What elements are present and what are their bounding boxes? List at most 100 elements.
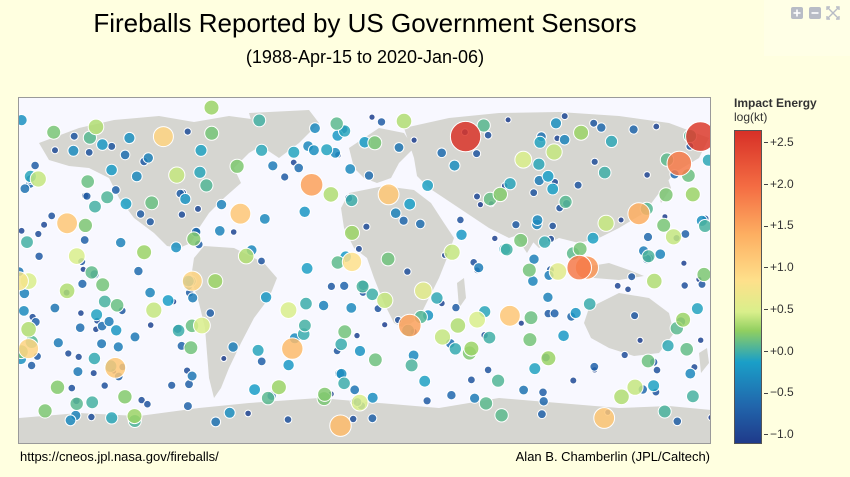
fireball-point[interactable]: [511, 220, 521, 230]
fireball-point[interactable]: [679, 342, 695, 357]
fireball-point[interactable]: [90, 308, 104, 322]
fireball-point[interactable]: [34, 251, 44, 262]
fireball-point[interactable]: [85, 395, 100, 410]
fireball-point[interactable]: [628, 124, 639, 135]
fireball-point[interactable]: [194, 143, 208, 157]
fireball-point[interactable]: [572, 241, 588, 257]
fireball-point[interactable]: [344, 224, 360, 241]
fireball-point[interactable]: [110, 324, 123, 337]
fireball-point[interactable]: [528, 362, 542, 376]
fireball-point[interactable]: [19, 114, 28, 127]
fireball-point[interactable]: [287, 145, 301, 159]
fireball-point[interactable]: [298, 318, 312, 333]
fireball-point[interactable]: [557, 329, 570, 343]
fireball-point[interactable]: [542, 291, 554, 304]
fireball-point[interactable]: [597, 214, 615, 232]
fireball-point[interactable]: [569, 376, 578, 385]
fireball-point[interactable]: [260, 390, 276, 406]
fireball-point[interactable]: [329, 116, 344, 131]
fireball-point[interactable]: [566, 254, 593, 281]
fireball-point[interactable]: [339, 280, 350, 291]
fireball-point[interactable]: [473, 262, 485, 274]
fireball-point[interactable]: [540, 350, 557, 367]
fireball-point[interactable]: [672, 416, 683, 427]
fireball-point[interactable]: [421, 179, 435, 192]
fireball-point[interactable]: [630, 311, 640, 321]
fireball-point[interactable]: [193, 316, 211, 335]
fireball-point[interactable]: [368, 113, 376, 121]
fireball-point[interactable]: [349, 384, 361, 396]
fireball-point[interactable]: [119, 197, 133, 211]
fireball-point[interactable]: [146, 321, 155, 329]
fireball-point[interactable]: [380, 251, 396, 267]
fireball-point[interactable]: [87, 412, 96, 422]
fireball-point[interactable]: [696, 266, 711, 283]
source-url[interactable]: https://cneos.jpl.nasa.gov/fireballs/: [20, 449, 219, 464]
fireball-point[interactable]: [119, 149, 131, 161]
fireball-point[interactable]: [433, 328, 452, 346]
fireball-point[interactable]: [145, 217, 155, 227]
fireball-point[interactable]: [133, 265, 144, 277]
fireball-point[interactable]: [337, 376, 351, 391]
fireball-point[interactable]: [123, 131, 136, 145]
fireball-point[interactable]: [237, 247, 255, 265]
fireball-point[interactable]: [365, 287, 380, 302]
fireball-point[interactable]: [443, 243, 461, 261]
fireball-point[interactable]: [604, 134, 619, 149]
fireball-point[interactable]: [187, 292, 199, 304]
fireball-point[interactable]: [494, 408, 509, 423]
fireball-point[interactable]: [590, 157, 599, 166]
fireball-point[interactable]: [300, 262, 314, 275]
fireball-point[interactable]: [617, 216, 625, 224]
fireball-point[interactable]: [67, 144, 80, 157]
fireball-point[interactable]: [49, 379, 66, 395]
fireball-point[interactable]: [529, 188, 539, 198]
fireball-point[interactable]: [215, 198, 228, 211]
fireball-point[interactable]: [281, 337, 304, 360]
fireball-point[interactable]: [329, 414, 352, 437]
fireball-point[interactable]: [299, 173, 324, 197]
fireball-point[interactable]: [115, 236, 127, 249]
fireball-point[interactable]: [210, 416, 222, 428]
fireball-point[interactable]: [531, 214, 544, 226]
fireball-point[interactable]: [404, 358, 419, 373]
fireball-point[interactable]: [204, 125, 220, 141]
fireball-point[interactable]: [79, 235, 90, 245]
fireball-point[interactable]: [456, 215, 465, 225]
fireball-point[interactable]: [69, 396, 84, 411]
fireball-point[interactable]: [89, 369, 98, 378]
fireball-point[interactable]: [541, 169, 555, 183]
fireball-point[interactable]: [350, 393, 369, 412]
fireball-point[interactable]: [558, 133, 571, 146]
fireball-point[interactable]: [74, 322, 86, 333]
fireball-point[interactable]: [469, 392, 481, 404]
fireball-point[interactable]: [49, 302, 61, 314]
fireball-point[interactable]: [47, 211, 57, 221]
fireball-point[interactable]: [366, 391, 379, 404]
fireball-point[interactable]: [322, 186, 340, 203]
fireball-point[interactable]: [389, 207, 402, 219]
fireball-point[interactable]: [449, 120, 482, 153]
fireball-point[interactable]: [345, 302, 358, 314]
fireball-point[interactable]: [661, 339, 675, 353]
fireball-point[interactable]: [205, 308, 216, 318]
fireball-point[interactable]: [109, 298, 125, 313]
fireball-point[interactable]: [482, 330, 497, 345]
fireball-point[interactable]: [593, 407, 616, 429]
fireball-point[interactable]: [647, 379, 661, 393]
fireball-point[interactable]: [549, 308, 560, 319]
fireball-point[interactable]: [680, 229, 691, 239]
fireball-point[interactable]: [476, 118, 491, 133]
fireball-point[interactable]: [341, 251, 363, 273]
fireball-point[interactable]: [546, 182, 560, 196]
fireball-point[interactable]: [680, 281, 689, 290]
fireball-point[interactable]: [186, 370, 198, 382]
fireball-point[interactable]: [51, 146, 59, 155]
fireball-point[interactable]: [77, 278, 88, 289]
fireball-point[interactable]: [652, 122, 661, 131]
fireball-point[interactable]: [136, 244, 153, 261]
fireball-point[interactable]: [67, 247, 86, 266]
fireball-point[interactable]: [666, 150, 693, 177]
fireball-point[interactable]: [171, 323, 186, 338]
fireball-point[interactable]: [270, 379, 287, 396]
